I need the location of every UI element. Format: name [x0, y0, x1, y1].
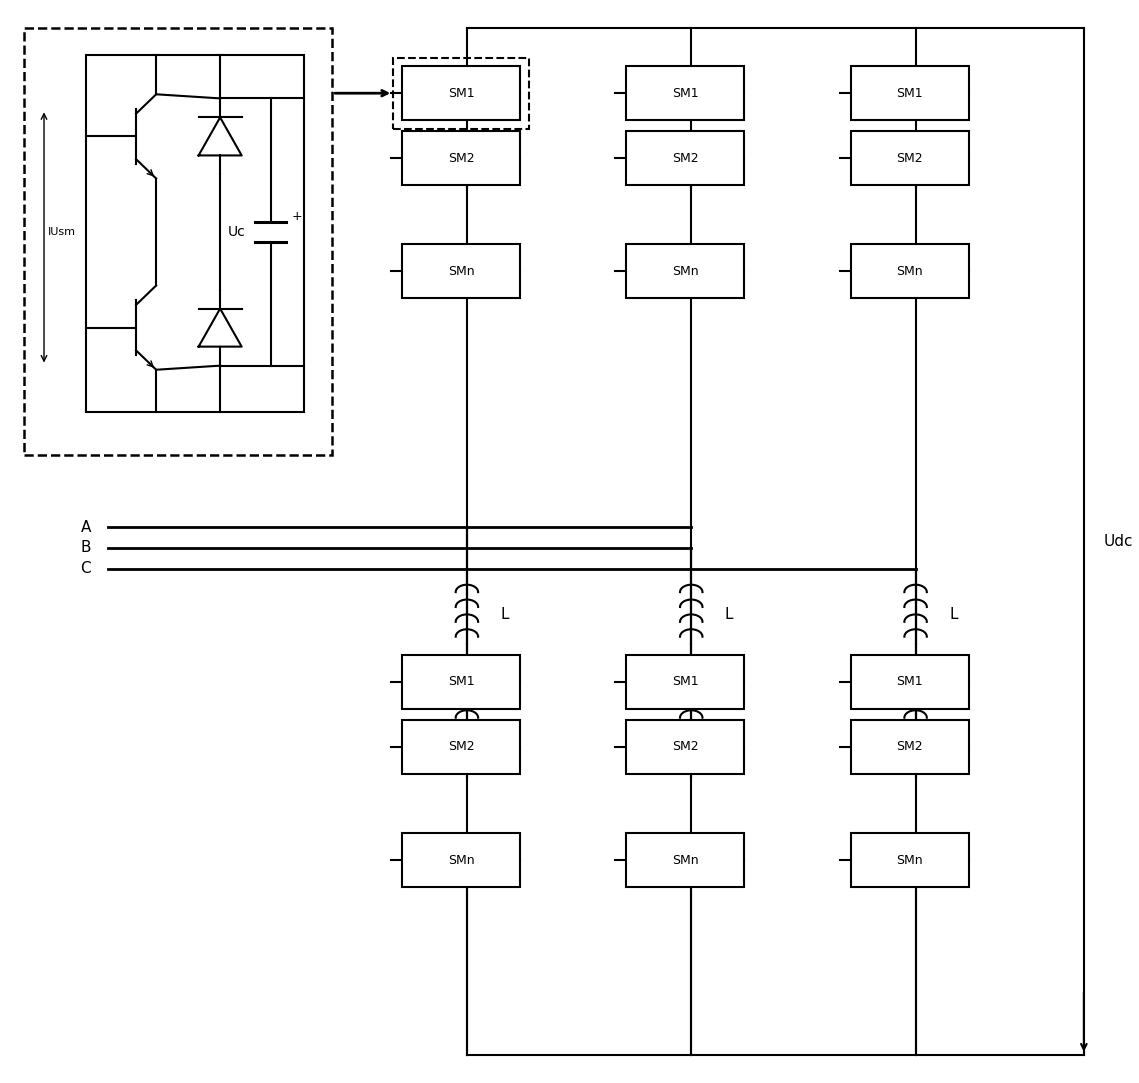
Bar	[851, 131, 968, 185]
Text: SM1: SM1	[672, 676, 698, 689]
Text: +: +	[292, 210, 303, 223]
Bar	[402, 655, 519, 709]
Text: C: C	[81, 561, 91, 576]
Text: SM1: SM1	[672, 87, 698, 100]
Bar	[402, 66, 519, 120]
Text: SM1: SM1	[448, 676, 474, 689]
Text: SM1: SM1	[448, 87, 474, 100]
Text: SM2: SM2	[448, 152, 474, 165]
Text: L: L	[724, 688, 734, 703]
Text: IUsm: IUsm	[48, 227, 75, 237]
Text: A: A	[81, 520, 91, 535]
Text: SMn: SMn	[448, 853, 474, 866]
Bar	[402, 245, 519, 299]
Text: L: L	[724, 606, 734, 622]
Bar	[393, 57, 528, 129]
Text: SM2: SM2	[896, 152, 923, 165]
Bar	[851, 66, 968, 120]
Bar	[851, 655, 968, 709]
Bar	[402, 131, 519, 185]
Text: L: L	[949, 688, 958, 703]
Bar	[626, 833, 744, 887]
Text: SM2: SM2	[448, 741, 474, 754]
Text: SM1: SM1	[896, 87, 923, 100]
Bar	[851, 720, 968, 773]
Bar	[626, 720, 744, 773]
Text: SMn: SMn	[672, 265, 698, 278]
Bar	[24, 28, 333, 455]
Text: Uc: Uc	[228, 225, 246, 239]
Text: SM2: SM2	[672, 152, 698, 165]
Text: B: B	[81, 540, 91, 556]
Bar	[626, 131, 744, 185]
Bar	[626, 655, 744, 709]
Bar	[85, 55, 304, 412]
Text: SMn: SMn	[448, 265, 474, 278]
Text: SM2: SM2	[672, 741, 698, 754]
Bar	[626, 245, 744, 299]
Text: SMn: SMn	[896, 265, 923, 278]
Text: L: L	[949, 606, 958, 622]
Bar	[851, 833, 968, 887]
Bar	[626, 66, 744, 120]
Text: L: L	[500, 606, 509, 622]
Text: L: L	[500, 688, 509, 703]
Text: SMn: SMn	[672, 853, 698, 866]
Bar	[402, 720, 519, 773]
Bar	[402, 833, 519, 887]
Text: SMn: SMn	[896, 853, 923, 866]
Text: SM1: SM1	[896, 676, 923, 689]
Text: Udc: Udc	[1104, 534, 1133, 549]
Text: SM2: SM2	[896, 741, 923, 754]
Bar	[851, 245, 968, 299]
